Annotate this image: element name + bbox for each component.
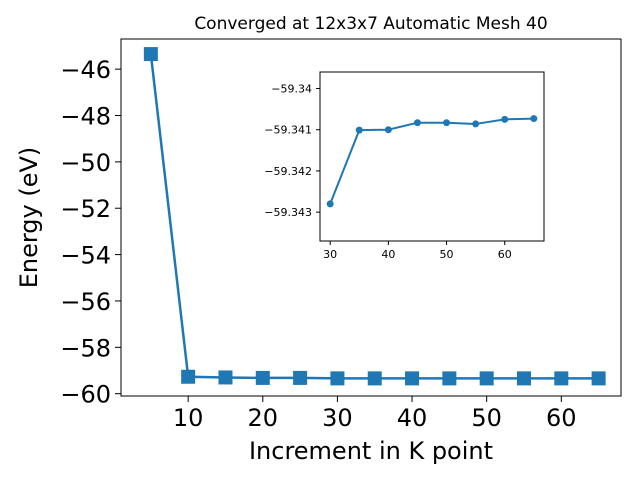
main-data-point	[442, 371, 457, 386]
main-x-tick-label: 60	[546, 404, 577, 432]
main-y-tick-label: −50	[60, 149, 111, 177]
inset-ticks: 30 40 50 60 −59.343 −59.342 −59.341 −59.34	[264, 82, 511, 261]
main-data-point	[405, 371, 420, 386]
main-x-tick-label: 10	[173, 404, 204, 432]
inset-y-tick-label: −59.343	[264, 206, 312, 219]
main-y-tick-label: −54	[60, 242, 111, 270]
main-x-tick-label: 50	[471, 404, 502, 432]
main-data-point	[143, 47, 158, 62]
inset-frame	[319, 71, 545, 242]
inset-axes	[319, 71, 545, 242]
inset-series-line	[329, 117, 534, 205]
main-series	[143, 47, 606, 386]
inset-data-point	[472, 120, 480, 128]
main-data-point	[479, 371, 494, 386]
inset-data-point	[384, 126, 392, 134]
main-data-point	[255, 370, 270, 385]
inset-y-tick-label: −59.342	[264, 165, 312, 178]
inset-data-point	[355, 126, 363, 134]
inset-x-tick-label: 50	[440, 248, 454, 261]
main-ticks: 10 20 30 40 50 60 −46 −48 −50 −52 −54 −56 −58 −60	[60, 56, 576, 432]
inset-data-point	[326, 200, 334, 208]
main-y-tick-label: −48	[60, 103, 111, 131]
main-data-point	[218, 370, 233, 385]
inset-x-tick-label: 30	[323, 248, 337, 261]
main-y-tick-label: −60	[60, 381, 111, 409]
inset-data-point	[501, 115, 509, 123]
inset-data-point	[530, 115, 538, 123]
main-data-point	[516, 371, 531, 386]
x-axis-label: Increment in K point	[249, 437, 493, 465]
main-y-tick-label: −52	[60, 195, 111, 223]
chart-title: Converged at 12x3x7 Automatic Mesh 40	[194, 14, 547, 34]
inset-series	[326, 115, 538, 208]
main-y-tick-label: −56	[60, 288, 111, 316]
inset-y-tick-label: −59.341	[264, 124, 312, 137]
main-y-tick-label: −46	[60, 56, 111, 84]
main-x-tick-label: 40	[397, 404, 428, 432]
main-data-point	[554, 371, 569, 386]
inset-y-tick-label: −59.34	[271, 82, 312, 95]
main-x-tick-label: 20	[248, 404, 279, 432]
main-data-point	[367, 371, 382, 386]
inset-data-point	[443, 119, 451, 127]
y-axis-label: Energy (eV)	[15, 147, 43, 289]
main-data-point	[330, 371, 345, 386]
inset-data-point	[413, 119, 421, 127]
inset-x-tick-label: 60	[498, 248, 512, 261]
main-data-point	[591, 371, 606, 386]
main-y-tick-label: −58	[60, 334, 111, 362]
main-data-point	[181, 369, 196, 384]
inset-x-tick-label: 40	[381, 248, 395, 261]
main-x-tick-label: 30	[322, 404, 353, 432]
main-data-point	[293, 370, 308, 385]
